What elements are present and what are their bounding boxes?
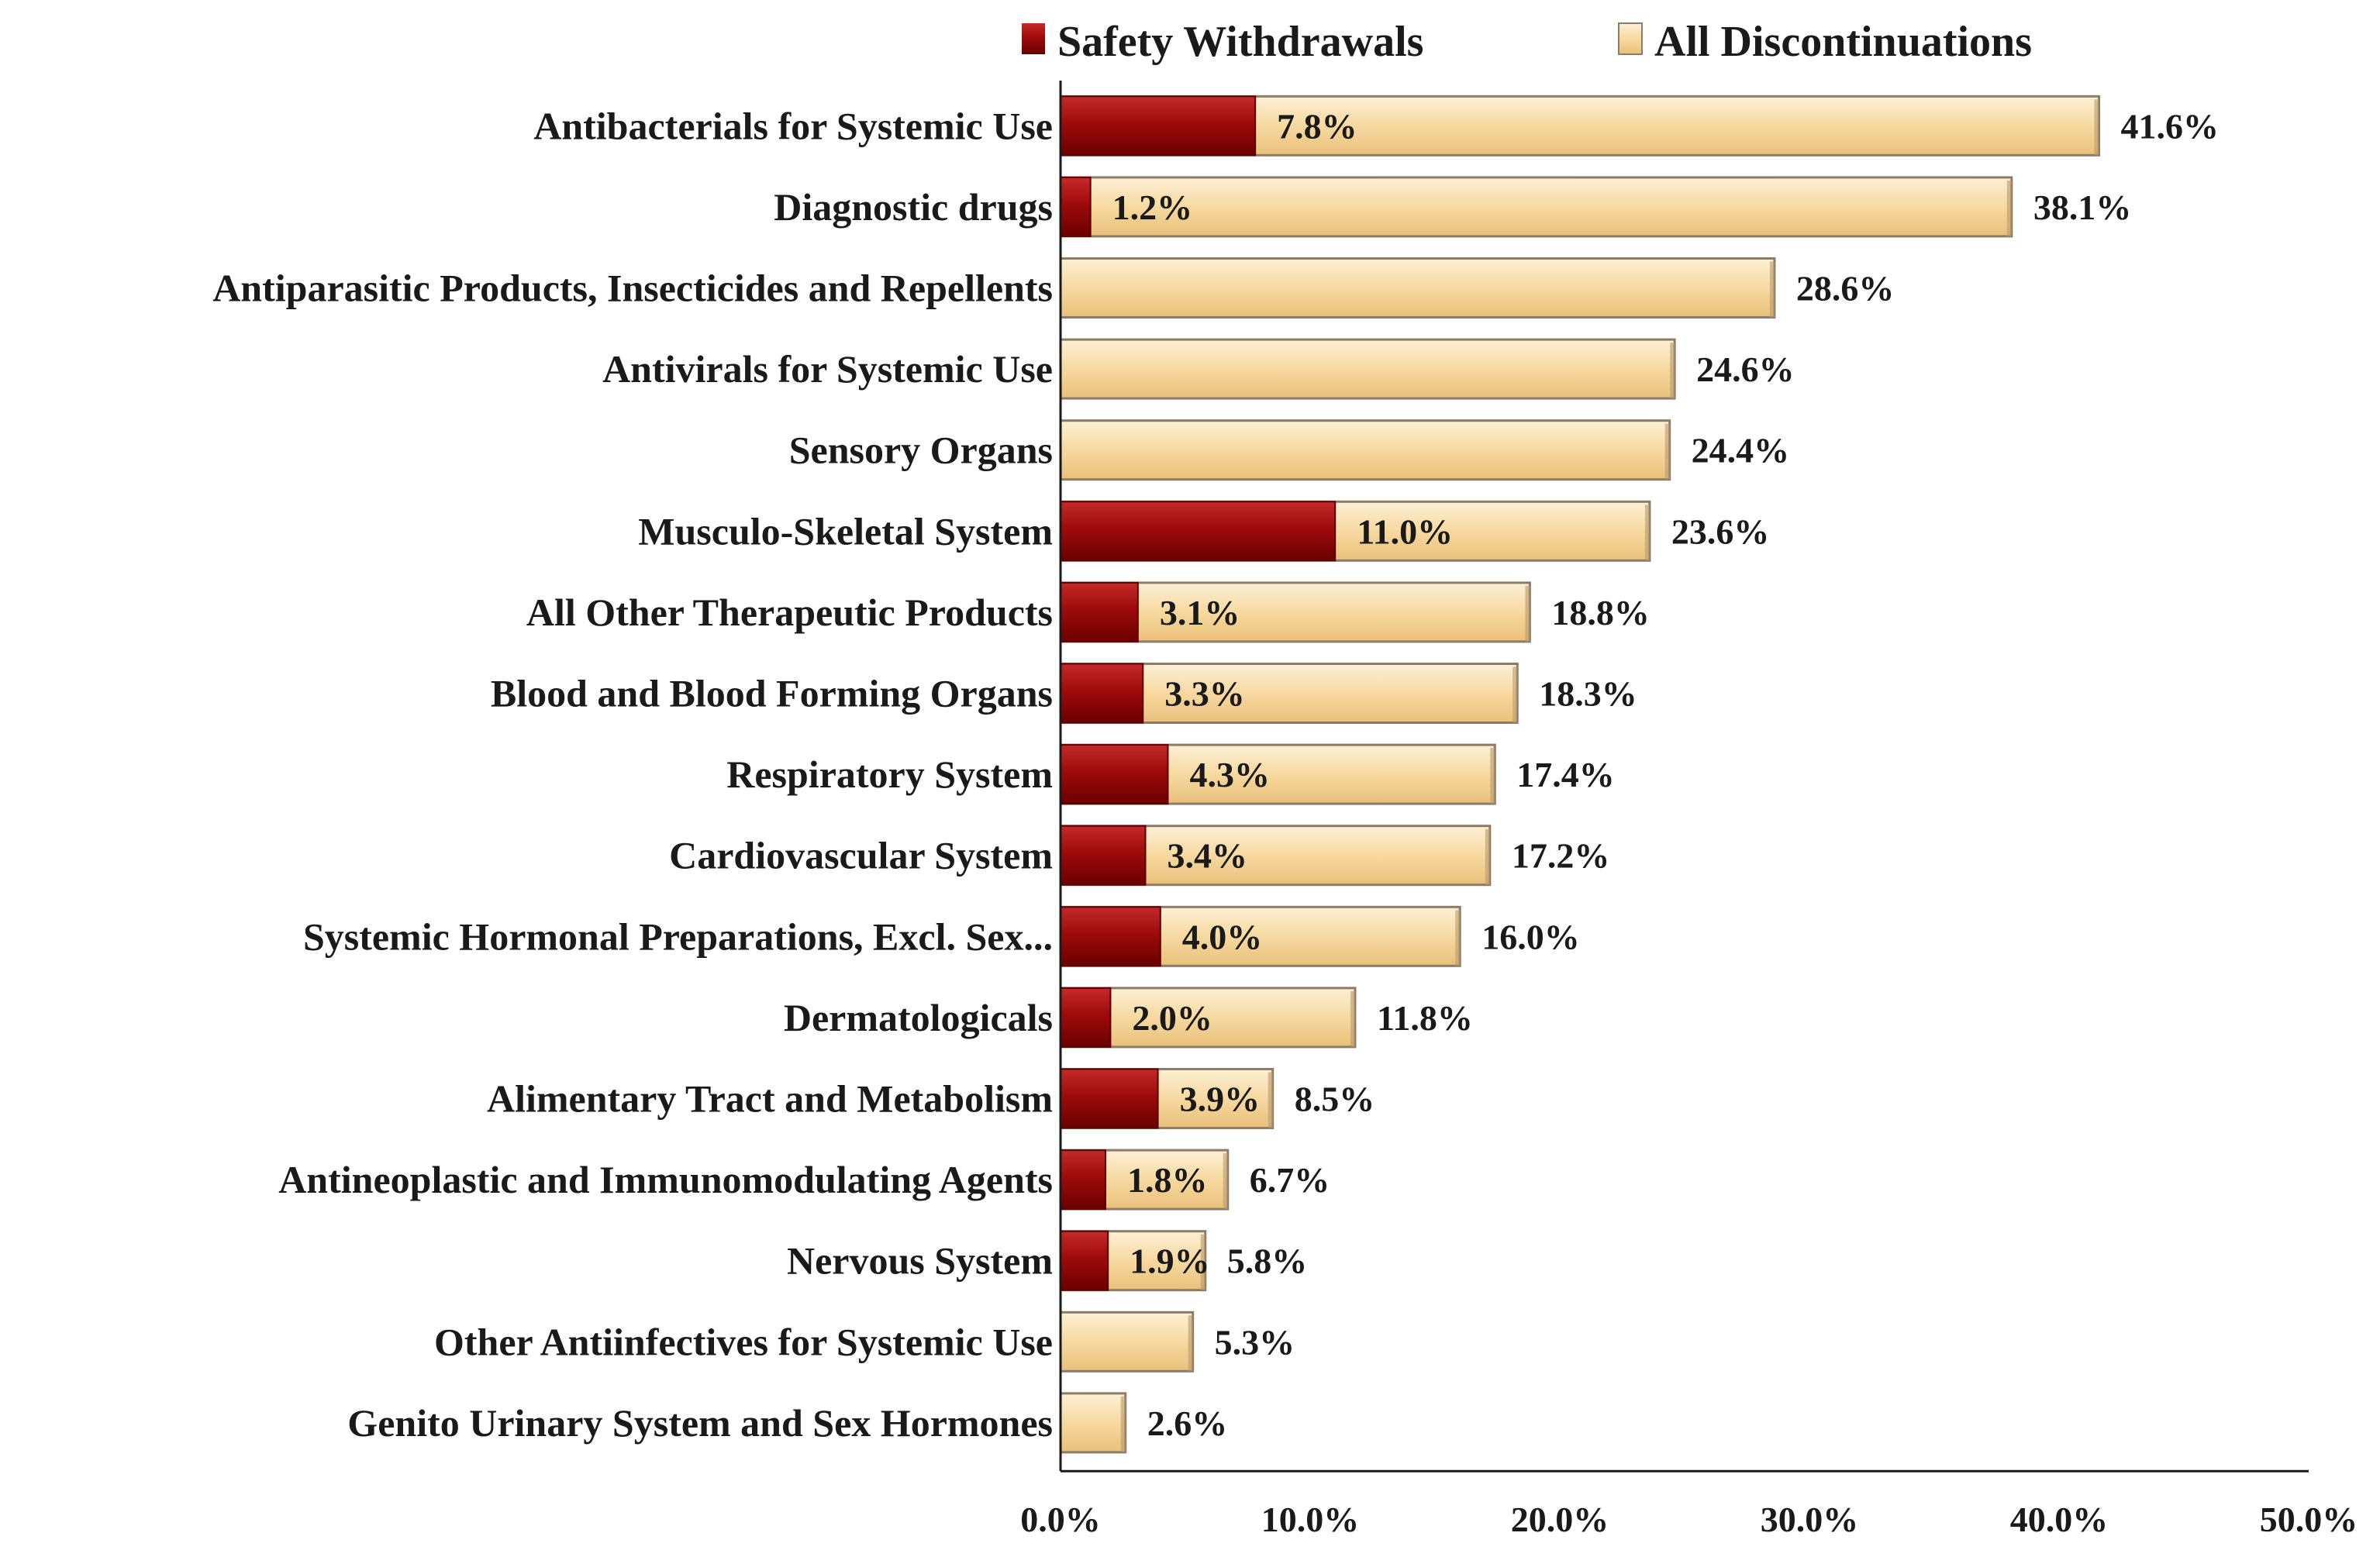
x-tick-label: 0.0% bbox=[1020, 1500, 1101, 1539]
legend-swatch-all bbox=[1618, 22, 1643, 55]
category-label: Dermatologicals bbox=[784, 996, 1053, 1039]
legend-label-safety: Safety Withdrawals bbox=[1057, 18, 1423, 66]
data-label-safety: 1.9% bbox=[1130, 1242, 1210, 1281]
category-labels: Antibacterials for Systemic Use Diagnosti… bbox=[212, 104, 1053, 1445]
data-label-all: 5.8% bbox=[1227, 1242, 1308, 1281]
category-label: Blood and Blood Forming Organs bbox=[491, 672, 1053, 715]
data-label-safety: 7.8% bbox=[1277, 106, 1357, 146]
bar-all-discontinuations bbox=[1059, 1392, 1127, 1454]
category-label: Sensory Organs bbox=[789, 429, 1053, 472]
data-label-all: 41.6% bbox=[2121, 106, 2220, 146]
bar-safety-withdrawals bbox=[1060, 906, 1161, 967]
bar-safety-withdrawals bbox=[1060, 825, 1147, 886]
legend-label-all: All Discontinuations bbox=[1654, 18, 2032, 66]
category-label: Antivirals for Systemic Use bbox=[602, 347, 1053, 391]
x-tick-label: 20.0% bbox=[1511, 1500, 1609, 1539]
bar-all-shadow bbox=[1455, 910, 1461, 966]
bar-all-discontinuations bbox=[1059, 176, 2013, 238]
x-tick-label: 50.0% bbox=[2260, 1500, 2358, 1539]
bar-all-discontinuations bbox=[1059, 257, 1776, 319]
bar-all-shadow bbox=[1485, 828, 1490, 885]
bar-safety-withdrawals bbox=[1060, 1068, 1159, 1129]
x-tick-label: 10.0% bbox=[1261, 1500, 1360, 1539]
bar-all-shadow bbox=[1188, 1315, 1193, 1372]
category-label: Alimentary Tract and Metabolism bbox=[487, 1077, 1053, 1121]
data-label-safety: 1.2% bbox=[1112, 188, 1193, 227]
bar-all-discontinuations bbox=[1059, 338, 1676, 400]
bar-safety-withdrawals bbox=[1060, 663, 1144, 724]
category-label: Antineoplastic and Immunomodulating Agen… bbox=[278, 1158, 1053, 1201]
bar-all-shadow bbox=[1268, 1072, 1273, 1128]
bar-all-shadow bbox=[1769, 261, 1775, 318]
legend: Safety Withdrawals All Discontinuations bbox=[1022, 18, 2032, 66]
bar-all-shadow bbox=[1644, 505, 1650, 561]
bar-all-shadow bbox=[1223, 1153, 1228, 1210]
data-label-all: 8.5% bbox=[1295, 1080, 1375, 1119]
x-tick-label: 40.0% bbox=[2010, 1500, 2109, 1539]
data-label-all: 24.4% bbox=[1692, 431, 1790, 470]
bar-all-shadow bbox=[1664, 423, 1670, 480]
series-safety-withdrawals bbox=[1060, 95, 1337, 1291]
data-label-safety: 4.3% bbox=[1189, 755, 1270, 794]
data-label-safety: 3.9% bbox=[1180, 1080, 1261, 1119]
data-label-safety: 1.8% bbox=[1127, 1160, 1208, 1200]
data-label-all: 28.6% bbox=[1796, 269, 1895, 308]
legend-swatch-safety bbox=[1022, 23, 1045, 54]
bar-safety-withdrawals bbox=[1060, 581, 1139, 642]
category-label: Antibacterials for Systemic Use bbox=[533, 104, 1053, 147]
bar-all-shadow bbox=[2094, 99, 2099, 156]
bar-all-shadow bbox=[1525, 585, 1530, 642]
data-label-all: 38.1% bbox=[2033, 188, 2132, 227]
category-label: Antiparasitic Products, Insecticides and… bbox=[212, 267, 1053, 310]
bar-all-shadow bbox=[1490, 748, 1495, 804]
data-label-all: 24.6% bbox=[1696, 350, 1795, 389]
category-label: Respiratory System bbox=[726, 753, 1053, 796]
category-label: Genito Urinary System and Sex Hormones bbox=[347, 1401, 1053, 1445]
bar-safety-withdrawals bbox=[1060, 744, 1169, 805]
data-label-safety: 2.0% bbox=[1132, 998, 1212, 1038]
bar-all-shadow bbox=[2006, 180, 2012, 236]
bar-safety-withdrawals bbox=[1060, 1149, 1106, 1211]
bar-all-shadow bbox=[1670, 343, 1675, 399]
data-label-all: 17.4% bbox=[1516, 755, 1615, 794]
bar-safety-withdrawals bbox=[1060, 95, 1257, 157]
bar-all-discontinuations bbox=[1059, 581, 1531, 643]
axes: 0.0% 10.0% 20.0% 30.0% 40.0% 50.0% bbox=[1020, 81, 2358, 1539]
category-label: Other Antiinfectives for Systemic Use bbox=[434, 1320, 1053, 1363]
data-label-all: 18.3% bbox=[1539, 674, 1637, 714]
category-label: Nervous System bbox=[787, 1239, 1053, 1283]
data-label-all: 16.0% bbox=[1481, 917, 1580, 956]
bar-all-discontinuations bbox=[1059, 1311, 1195, 1373]
bar-all-discontinuations bbox=[1059, 419, 1671, 481]
data-label-safety: 3.3% bbox=[1164, 674, 1245, 714]
data-label-all: 11.8% bbox=[1377, 998, 1473, 1038]
category-label: All Other Therapeutic Products bbox=[526, 591, 1053, 634]
bar-all-shadow bbox=[1120, 1396, 1126, 1452]
data-label-safety: 4.0% bbox=[1182, 917, 1263, 956]
data-label-all: 18.8% bbox=[1551, 593, 1649, 632]
category-label: Cardiovascular System bbox=[669, 834, 1053, 877]
data-label-safety: 3.4% bbox=[1167, 836, 1247, 876]
data-label-safety: 3.1% bbox=[1160, 593, 1240, 632]
category-label: Diagnostic drugs bbox=[774, 185, 1053, 229]
data-label-all: 2.6% bbox=[1147, 1404, 1228, 1443]
value-labels: 41.6% 7.8% 38.1% 1.2% 28.6% 24.6% 24.4% 23.6% 11… bbox=[1112, 106, 2219, 1443]
category-label: Systemic Hormonal Preparations, Excl. Se… bbox=[303, 914, 1053, 958]
bar-all-shadow bbox=[1200, 1234, 1206, 1290]
bar-safety-withdrawals bbox=[1060, 176, 1092, 237]
category-label: Musculo-Skeletal System bbox=[638, 509, 1053, 553]
data-label-all: 23.6% bbox=[1671, 512, 1770, 551]
bar-safety-withdrawals bbox=[1060, 987, 1112, 1048]
data-label-all: 17.2% bbox=[1512, 836, 1609, 876]
bar-safety-withdrawals bbox=[1060, 501, 1337, 562]
x-tick-label: 30.0% bbox=[1761, 1500, 1859, 1539]
bar-safety-withdrawals bbox=[1060, 1230, 1109, 1291]
data-label-all: 5.3% bbox=[1215, 1322, 1295, 1362]
data-label-all: 6.7% bbox=[1250, 1160, 1330, 1200]
bar-all-shadow bbox=[1350, 990, 1355, 1047]
bar-all-shadow bbox=[1513, 666, 1518, 723]
data-label-safety: 11.0% bbox=[1357, 512, 1453, 551]
